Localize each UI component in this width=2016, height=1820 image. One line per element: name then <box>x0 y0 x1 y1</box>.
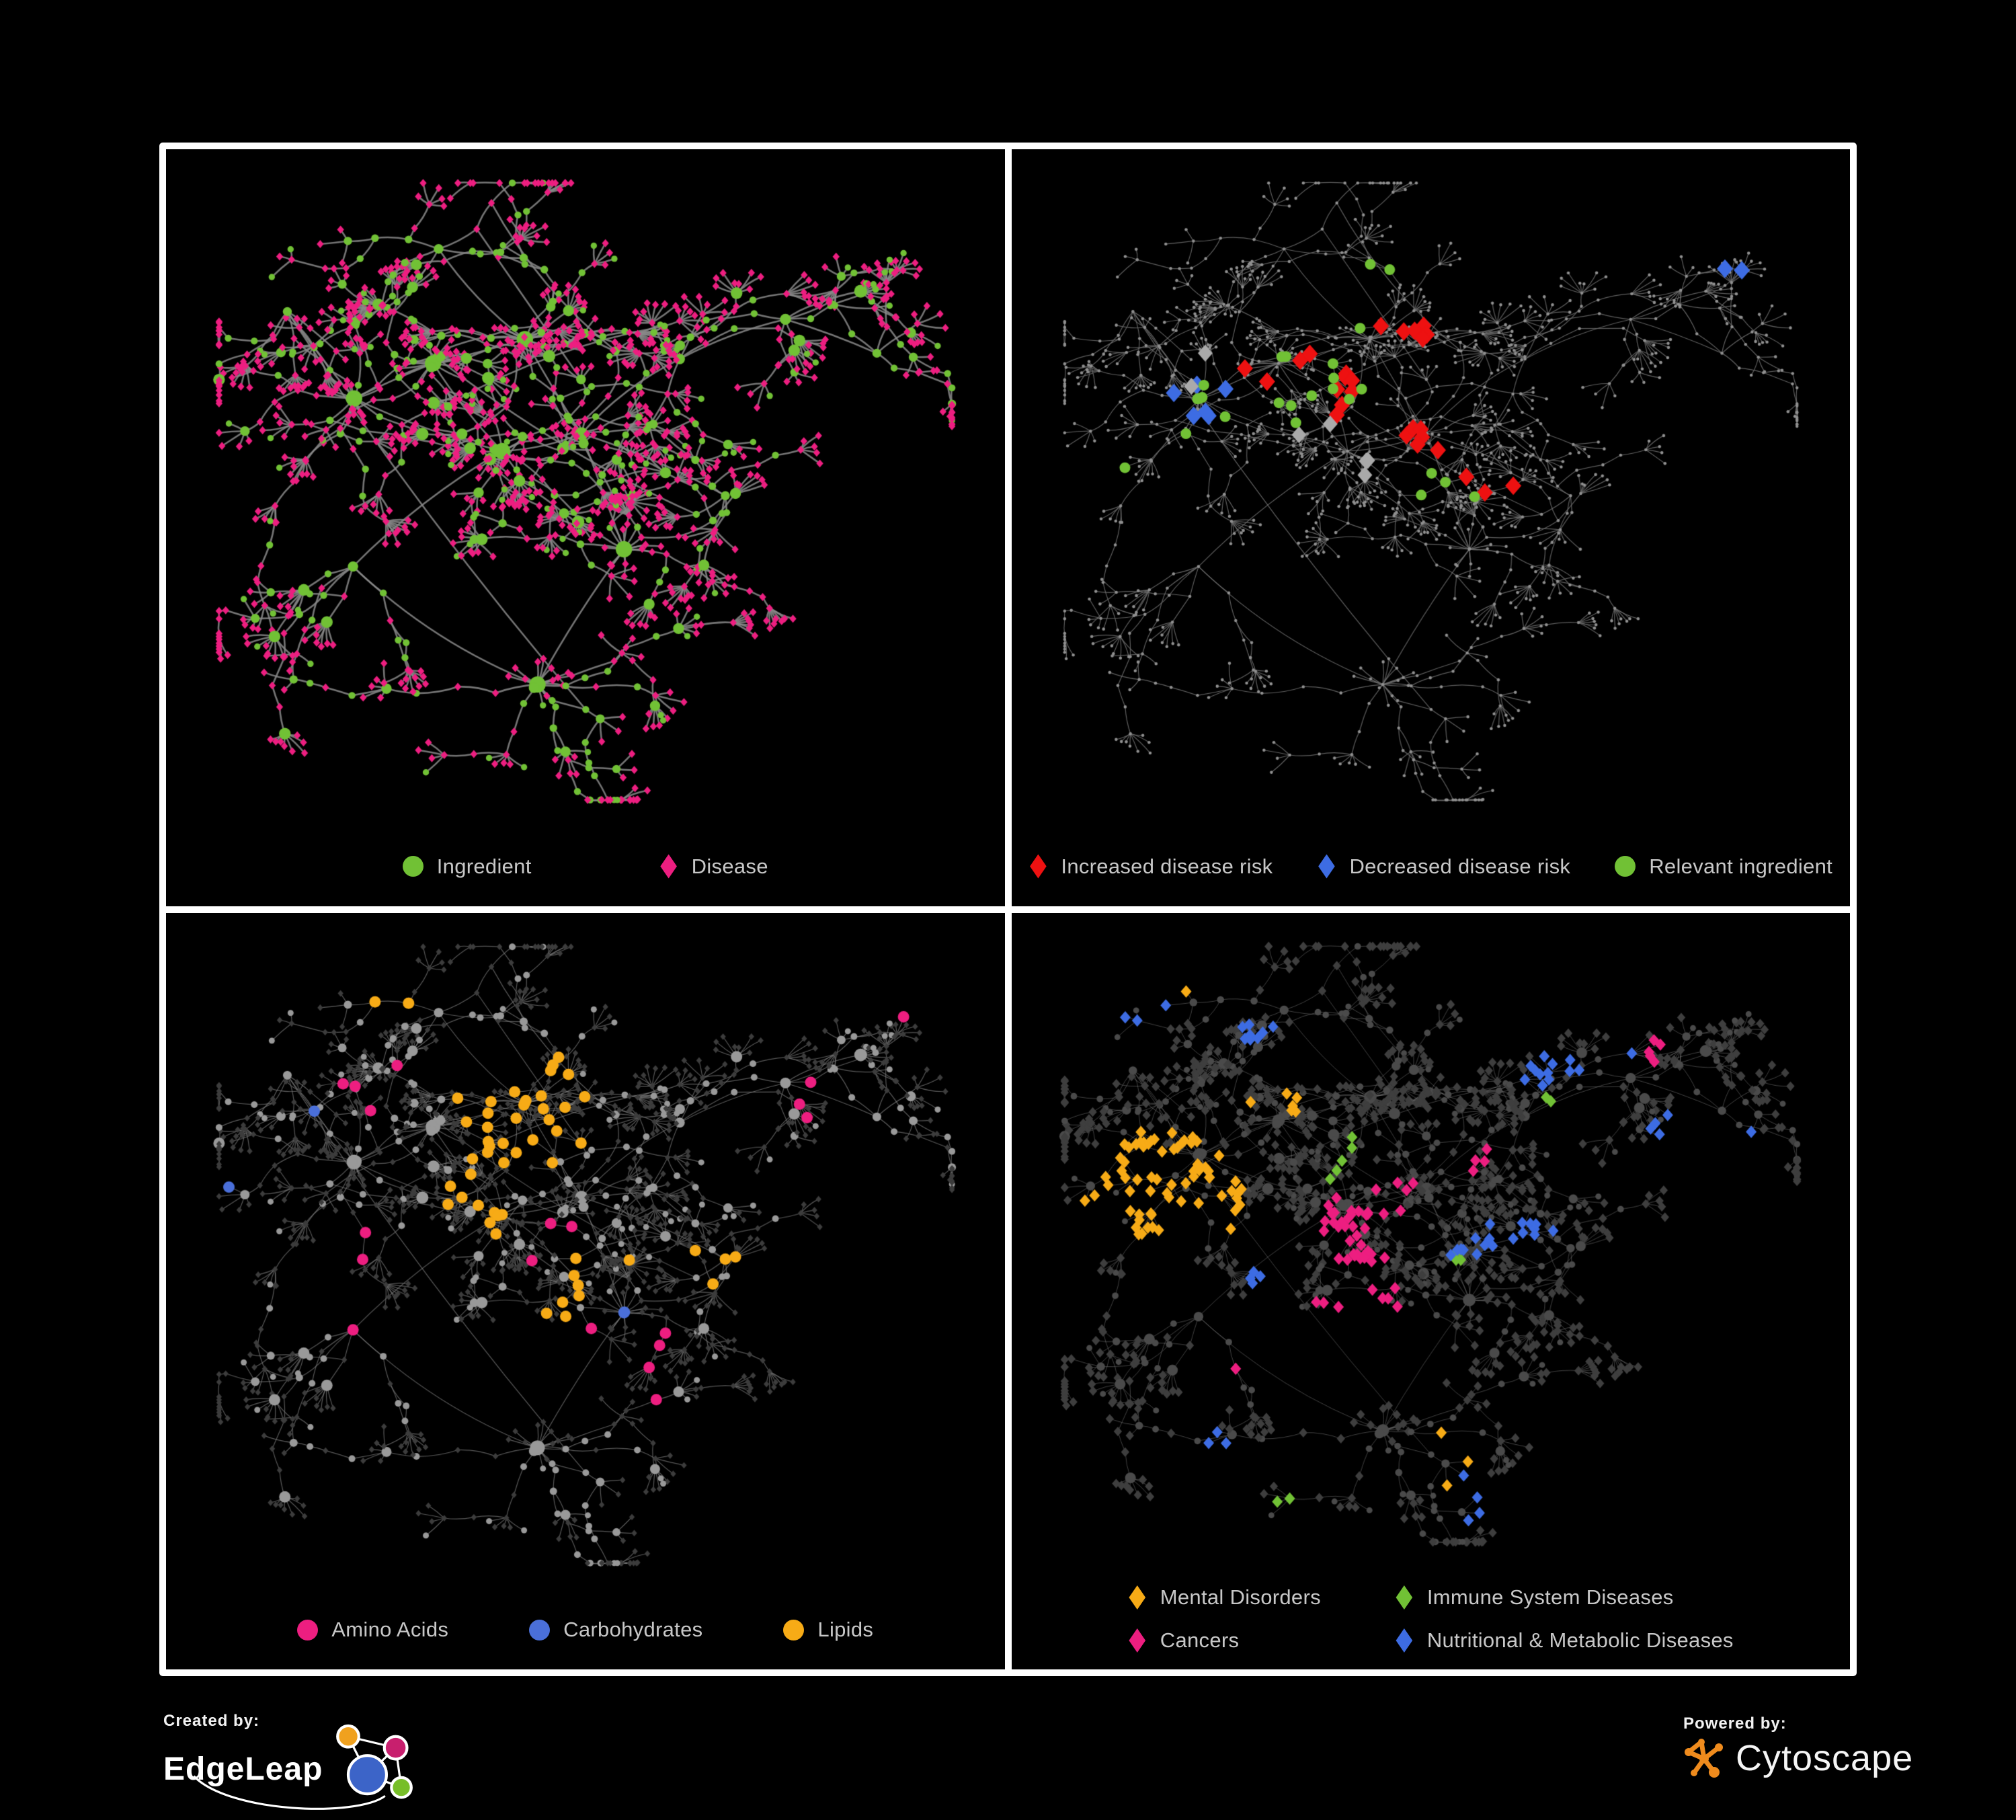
legend-item: Decreased disease risk <box>1317 854 1571 879</box>
cytoscape-wordmark: Cytoscape <box>1736 1738 1914 1778</box>
legend-item: Carbohydrates <box>529 1618 702 1642</box>
edgeleap-logo-row: EdgeLeap <box>163 1724 425 1810</box>
legend-item: Disease <box>659 854 768 879</box>
legend-label: Relevant ingredient <box>1649 854 1833 878</box>
lipids-circle-swatch <box>783 1619 805 1640</box>
legend-label: Mental Disorders <box>1160 1585 1321 1609</box>
edgeleap-logo-icon <box>193 1724 413 1810</box>
network-area-4 <box>1011 912 1850 1569</box>
decreased-risk-diamond-swatch <box>1318 854 1335 879</box>
amino-acids-circle-swatch <box>297 1619 319 1640</box>
legend-item: Immune System Diseases <box>1395 1585 1734 1610</box>
panel-nutrient-classes: Amino Acids Carbohydrates Lipids <box>166 912 1005 1669</box>
network-area-2 <box>1011 149 1850 827</box>
legend-label: Decreased disease risk <box>1349 854 1571 878</box>
legend-item: Increased disease risk <box>1029 854 1273 879</box>
panel-disease-risk: Increased disease risk Decreased disease… <box>1011 149 1851 906</box>
cytoscape-logo-row: Cytoscape <box>1683 1737 1913 1779</box>
network-area-1 <box>166 149 1005 827</box>
network-canvas-disease-categories <box>1011 912 1850 1569</box>
edgeleap-wordmark: EdgeLeap <box>163 1751 323 1787</box>
legend-label: Carbohydrates <box>563 1618 703 1641</box>
legend-item: Amino Acids <box>297 1618 448 1642</box>
cytoscape-logo-icon <box>1685 1739 1723 1778</box>
immune-diseases-diamond-swatch <box>1396 1585 1413 1610</box>
ingredient-circle-swatch <box>402 856 424 877</box>
increased-risk-diamond-swatch <box>1030 854 1047 879</box>
legend-disease-risk: Increased disease risk Decreased disease… <box>1012 827 1851 906</box>
network-canvas-ingredient-disease <box>166 149 1005 827</box>
powered-by-label: Powered by: <box>1683 1714 1787 1733</box>
cytoscape-branding: Powered by: Cytoscape <box>1683 1714 1913 1779</box>
disease-diamond-swatch <box>660 854 677 879</box>
legend-item: Ingredient <box>402 854 532 879</box>
legend-item: Relevant ingredient <box>1615 855 1832 879</box>
network-canvas-disease-risk <box>1011 149 1850 827</box>
legend-item: Mental Disorders <box>1128 1585 1321 1610</box>
legend-item: Nutritional & Metabolic Diseases <box>1395 1628 1734 1653</box>
legend-label: Amino Acids <box>331 1618 449 1641</box>
legend-label: Immune System Diseases <box>1426 1585 1674 1609</box>
legend-nutrient-classes: Amino Acids Carbohydrates Lipids <box>166 1590 1005 1669</box>
panel-disease-categories: Mental Disorders Immune System Diseases … <box>1011 912 1851 1669</box>
network-area-3 <box>166 912 1005 1590</box>
network-canvas-nutrient-classes <box>166 912 1005 1590</box>
relevant-ingredient-circle-swatch <box>1615 856 1636 877</box>
edgeleap-branding: Created by: EdgeLeap <box>163 1712 425 1810</box>
legend-label: Lipids <box>817 1618 874 1641</box>
legend-ingredient-disease: Ingredient Disease <box>166 827 1005 906</box>
carbohydrates-circle-swatch <box>529 1619 551 1640</box>
legend-disease-categories: Mental Disorders Immune System Diseases … <box>1012 1569 1851 1669</box>
legend-label: Cancers <box>1160 1628 1240 1652</box>
nutritional-metabolic-diamond-swatch <box>1396 1628 1413 1653</box>
legend-label: Nutritional & Metabolic Diseases <box>1426 1628 1734 1652</box>
legend-label: Ingredient <box>436 854 532 878</box>
legend-label: Disease <box>691 854 768 878</box>
created-by-label: Created by: <box>163 1712 260 1730</box>
panel-ingredient-disease: Ingredient Disease <box>166 149 1005 906</box>
legend-label: Increased disease risk <box>1061 854 1273 878</box>
figure-frame: Ingredient Disease Increased disease ris… <box>159 143 1857 1676</box>
legend-item: Lipids <box>783 1618 873 1642</box>
cancers-diamond-swatch <box>1129 1628 1146 1653</box>
legend-item: Cancers <box>1128 1628 1321 1653</box>
mental-disorders-diamond-swatch <box>1129 1585 1146 1610</box>
